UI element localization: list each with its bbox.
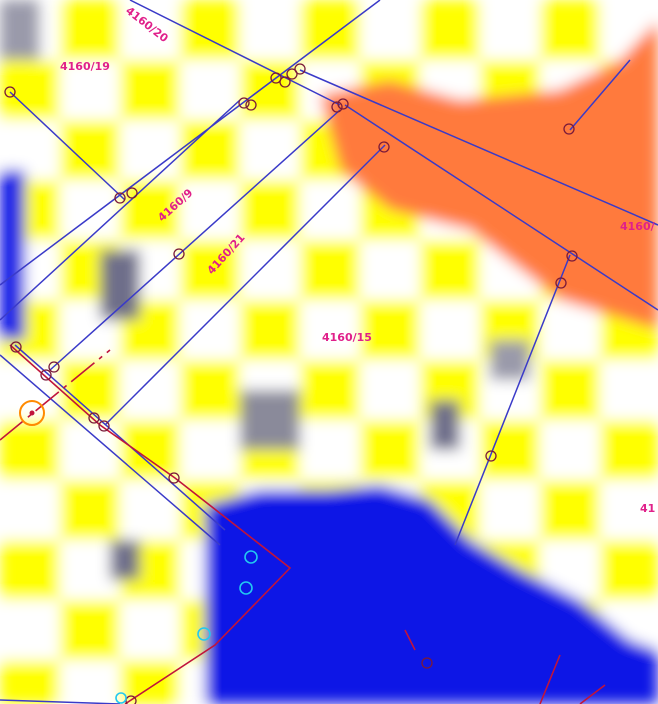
survey-point-icon[interactable] [19, 400, 45, 426]
vertex-circle-icon[interactable] [378, 141, 390, 153]
vertex-circle-icon[interactable] [485, 450, 497, 462]
vertex-circle-icon[interactable] [168, 472, 180, 484]
vertex-circle-icon[interactable] [98, 420, 110, 432]
vertex-circle-icon[interactable] [40, 369, 52, 381]
parcel-label-4160-19[interactable]: 4160/19 [60, 60, 110, 73]
vertex-circle-icon[interactable] [173, 248, 185, 260]
vertex-circle-icon[interactable] [126, 187, 138, 199]
vertex-circle-icon[interactable] [279, 76, 291, 88]
vertex-circle-icon[interactable] [48, 361, 60, 373]
parcel-label-4160-15[interactable]: 4160/15 [322, 331, 372, 344]
vertex-circle-icon[interactable] [286, 68, 298, 80]
vertex-circle-icon[interactable] [563, 123, 575, 135]
vertex-circle-icon[interactable] [238, 97, 250, 109]
vertex-circle-icon[interactable] [337, 98, 349, 110]
vertex-circle-icon[interactable] [270, 72, 282, 84]
vertex-circle-icon[interactable] [10, 341, 22, 353]
vertex-circle-icon[interactable] [555, 277, 567, 289]
parcel-label-41-partial[interactable]: 41 [640, 502, 655, 515]
cyan-circle-icon[interactable] [244, 550, 258, 564]
vertex-circle-icon[interactable] [294, 63, 306, 75]
parcel-label-4160-partial[interactable]: 4160/ [620, 220, 656, 233]
vertex-circle-icon[interactable] [4, 86, 16, 98]
vertex-circle-icon[interactable] [114, 192, 126, 204]
vertex-circle-icon[interactable] [421, 657, 433, 669]
vertex-circle-icon[interactable] [245, 99, 257, 111]
cyan-circle-icon[interactable] [239, 581, 253, 595]
cyan-circle-icon[interactable] [197, 627, 211, 641]
vertex-circle-icon[interactable] [331, 101, 343, 113]
cyan-markers [115, 550, 258, 704]
vertex-markers [4, 63, 578, 704]
cyan-circle-icon[interactable] [115, 692, 127, 704]
vertex-circle-icon[interactable] [566, 250, 578, 262]
vertex-circle-icon[interactable] [88, 412, 100, 424]
red-survey-lines [0, 344, 606, 704]
vertex-circle-icon[interactable] [125, 695, 137, 704]
